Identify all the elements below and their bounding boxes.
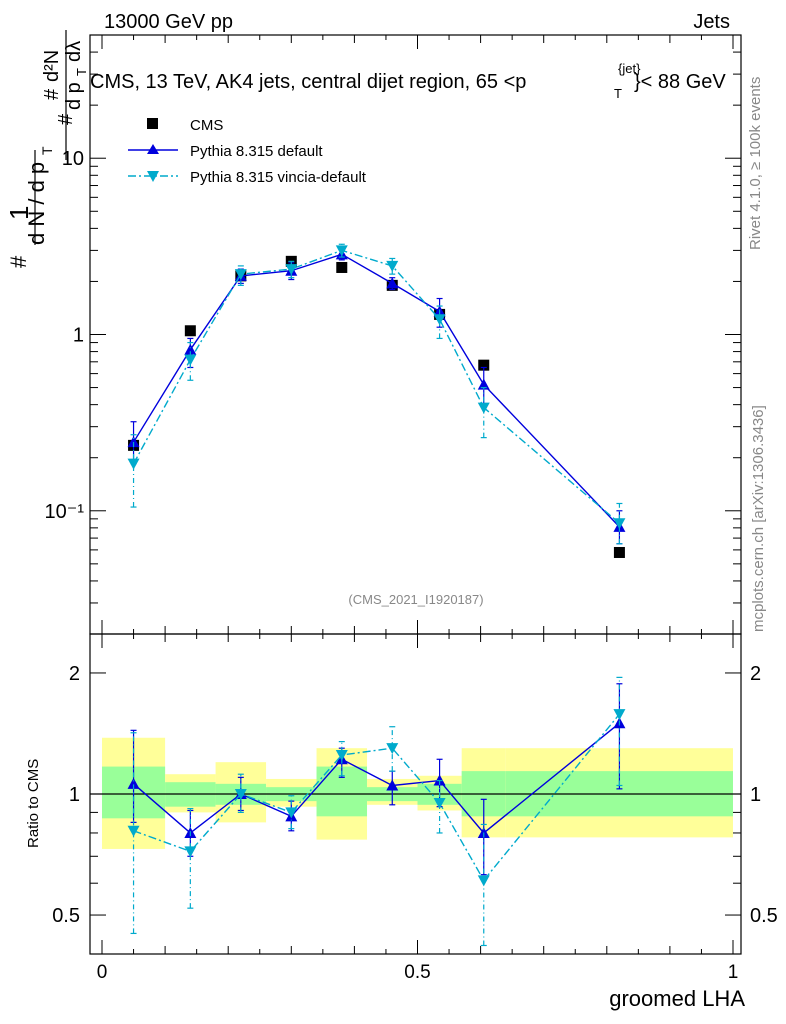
- plot-title-sub: T: [614, 86, 622, 101]
- main-default-point: [184, 343, 197, 355]
- main-y-axis-label: # d N / d p T 1 # d p T dλ # d²N: [4, 30, 89, 268]
- main-y-tick-label: 10: [62, 148, 84, 170]
- svg-text:d²N: d²N: [41, 50, 63, 82]
- main-cms-point: [184, 325, 196, 337]
- x-axis-label: groomed LHA: [609, 986, 745, 1011]
- ratio-y-axis-label: Ratio to CMS: [25, 759, 42, 848]
- main-default-point: [127, 436, 140, 448]
- svg-text:dλ: dλ: [63, 41, 85, 62]
- header-right: Jets: [693, 11, 730, 33]
- legend: CMS Pythia 8.315 default Pythia 8.315 vi…: [128, 117, 367, 186]
- main-cms-point: [613, 546, 625, 558]
- legend-vincia-label: Pythia 8.315 vincia-default: [190, 169, 367, 186]
- legend-cms-label: CMS: [190, 117, 223, 134]
- svg-text:T: T: [74, 68, 89, 76]
- main-vincia-point: [477, 402, 490, 414]
- ratio-default-point: [477, 826, 490, 838]
- ratio-vincia-point: [127, 825, 140, 837]
- legend-default-label: Pythia 8.315 default: [190, 143, 323, 160]
- main-vincia-point: [184, 354, 197, 366]
- ratio-vincia-point: [386, 743, 399, 755]
- main-vincia-line: [132, 249, 620, 524]
- main-y-tick-label: 10⁻¹: [45, 501, 85, 523]
- ratio-vincia-point: [433, 797, 446, 809]
- x-tick-label: 0: [97, 962, 108, 983]
- x-tick-label: 1: [728, 962, 739, 983]
- svg-text:CMS, 13 TeV, AK4 jets, central: CMS, 13 TeV, AK4 jets, central dijet reg…: [90, 71, 526, 93]
- main-vincia-point: [613, 518, 626, 530]
- main-cms-point: [336, 261, 348, 273]
- plot-title-tail: }< 88 GeV: [634, 71, 726, 93]
- ratio-vincia-point: [335, 750, 348, 762]
- main-vincia-point: [285, 264, 298, 276]
- main-default-line: [132, 253, 620, 528]
- svg-text:#: #: [41, 88, 63, 100]
- header-left: 13000 GeV pp: [104, 11, 233, 33]
- ratio-y-tick-label: 1: [750, 784, 761, 806]
- svg-text:d N / d p: d N / d p: [24, 162, 49, 245]
- plot-title-sup: {jet}: [618, 61, 641, 76]
- legend-default-marker: [147, 144, 159, 154]
- ratio-panel: 0 0.5 1 0.5 0.5 1 1 2 2: [52, 633, 778, 983]
- main-default-point: [386, 277, 399, 289]
- svg-text:T: T: [39, 146, 55, 155]
- plot-title: CMS, 13 TeV, AK4 jets, central dijet reg…: [90, 61, 726, 101]
- ratio-vincia-point: [184, 846, 197, 858]
- plot-title-main: CMS, 13 TeV, AK4 jets, central dijet reg…: [90, 71, 526, 93]
- main-vincia-point: [234, 269, 247, 281]
- legend-vincia-marker: [147, 171, 159, 182]
- rivet-label: Rivet 4.1.0, ≥ 100k events: [747, 77, 764, 250]
- main-cms-point: [478, 359, 490, 371]
- main-panel: 10⁻¹ 1 10: [45, 34, 742, 954]
- ratio-vincia-point: [285, 807, 298, 819]
- ratio-vincia-line: [133, 713, 620, 882]
- svg-text:#: #: [6, 255, 31, 268]
- ratio-vincia-point: [613, 709, 626, 721]
- main-default-point: [477, 378, 490, 390]
- ratio-default-point: [386, 779, 399, 791]
- analysis-id: (CMS_2021_I1920187): [348, 592, 483, 607]
- main-vincia-point: [127, 458, 140, 470]
- legend-cms-marker: [147, 118, 158, 129]
- mcplots-label: mcplots.cern.ch [arXiv:1306.3436]: [750, 405, 767, 632]
- main-vincia-point: [433, 314, 446, 326]
- svg-text:1: 1: [4, 206, 34, 220]
- ratio-y-tick-label: 2: [69, 663, 80, 685]
- ratio-vincia-point: [477, 875, 490, 887]
- ratio-y-tick-label: 1: [69, 784, 80, 806]
- main-y-tick-label: 1: [73, 325, 84, 347]
- ratio-y-tick-label: 2: [750, 663, 761, 685]
- x-tick-label: 0.5: [404, 962, 430, 983]
- main-vincia-point: [335, 245, 348, 257]
- ratio-vincia-point: [234, 789, 247, 800]
- svg-text:d p: d p: [63, 82, 85, 110]
- ratio-default-point: [127, 777, 140, 789]
- ratio-y-tick-label: 0.5: [52, 905, 80, 927]
- ratio-y-tick-label: 0.5: [750, 905, 778, 927]
- main-vincia-point: [386, 260, 399, 272]
